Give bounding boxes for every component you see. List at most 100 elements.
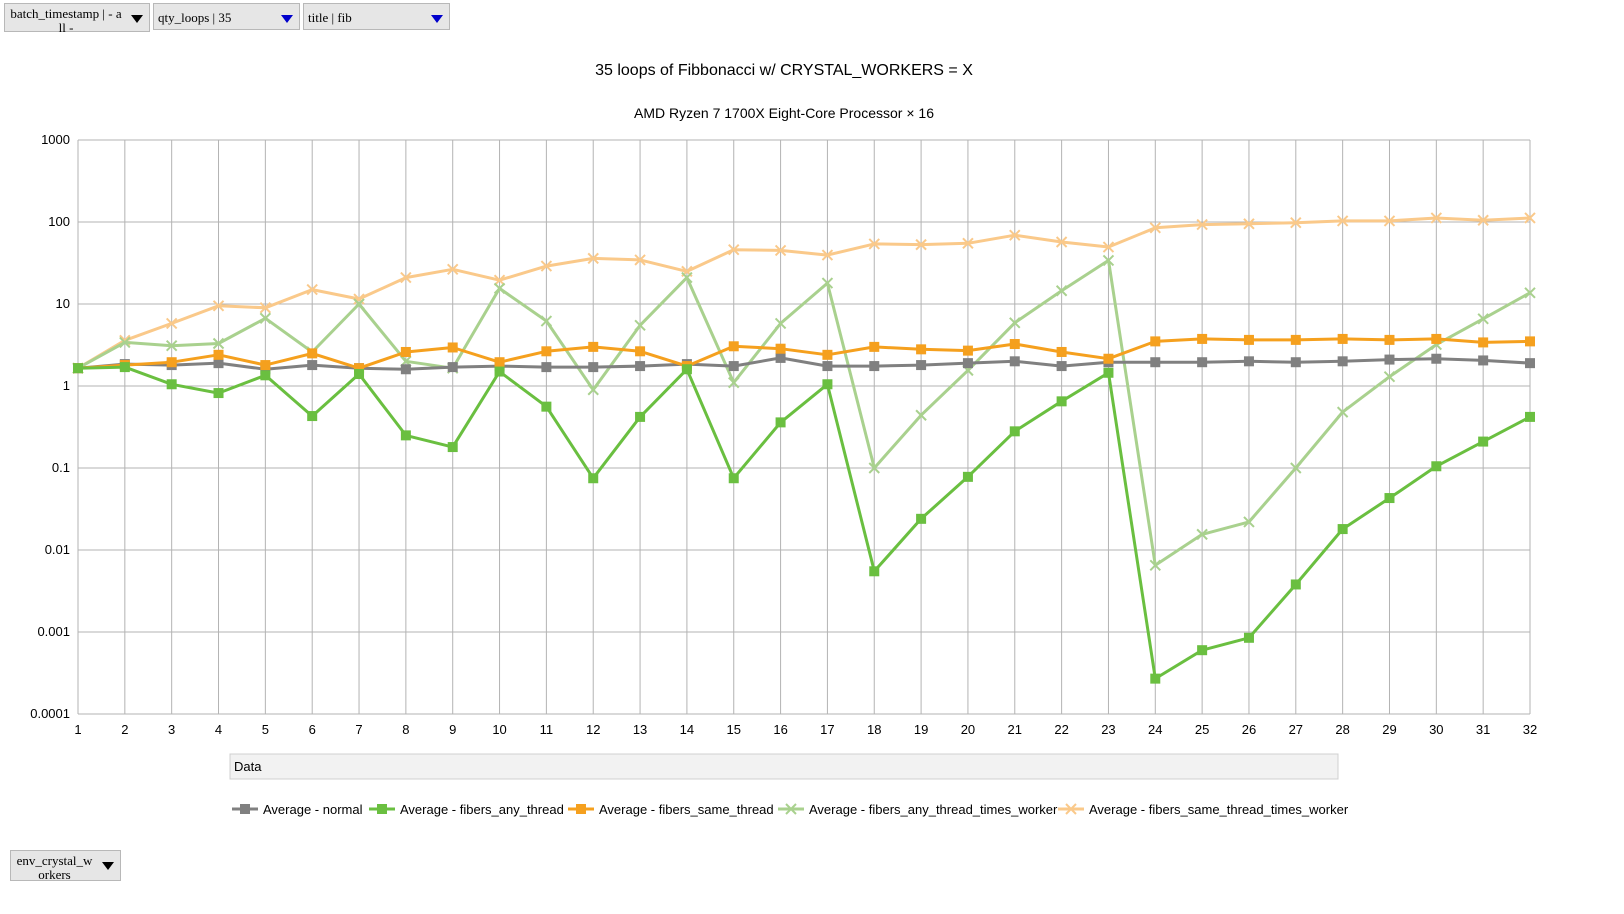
data-point — [119, 362, 130, 373]
data-point — [1009, 317, 1021, 329]
data-point — [1150, 673, 1161, 684]
data-point — [915, 409, 927, 421]
x-tick-label: 13 — [633, 722, 647, 737]
x-tick-label: 5 — [262, 722, 269, 737]
data-point — [821, 249, 834, 261]
data-point — [1524, 212, 1536, 224]
data-point — [1290, 217, 1302, 229]
data-point — [213, 388, 224, 399]
data-point — [1290, 462, 1302, 474]
qty-loops-filter-dropdown[interactable]: qty_loops | 35 — [153, 3, 300, 30]
data-point — [540, 260, 553, 272]
x-tick-label: 8 — [402, 722, 409, 737]
x-tick-label: 27 — [1289, 722, 1303, 737]
data-point — [962, 358, 973, 369]
data-point — [1197, 333, 1208, 344]
data-point — [1243, 356, 1254, 367]
data-point — [494, 366, 505, 377]
data-point — [1243, 334, 1254, 345]
data-point — [259, 302, 272, 314]
title-filter-dropdown[interactable]: title | fib — [303, 3, 450, 30]
x-axis: 1 2 3 4 5 6 7 8 9 10 11 12 13 14 15 16 17 18 19 20 21 22 23 24 2… — [74, 713, 1537, 737]
data-point — [1525, 336, 1535, 347]
data-point — [962, 345, 973, 356]
data-point — [1243, 218, 1255, 230]
data-point — [1337, 524, 1348, 535]
data-point — [353, 293, 365, 305]
series-3 — [72, 254, 1536, 572]
batch-timestamp-filter-dropdown[interactable]: batch_timestamp | - all - — [4, 3, 150, 35]
data-point — [635, 361, 646, 372]
data-point — [1196, 528, 1208, 541]
legend-item: Average - fibers_any_thread_times_worker — [778, 802, 1058, 817]
data-point — [1431, 353, 1442, 364]
data-point — [541, 346, 552, 357]
legend-label: Average - fibers_same_thread — [599, 802, 774, 817]
data-point — [915, 238, 927, 251]
data-point — [166, 357, 177, 368]
data-point — [1478, 436, 1489, 447]
data-point — [962, 471, 973, 482]
x-tick-label: 24 — [1148, 722, 1162, 737]
data-point — [1197, 645, 1208, 656]
data-point — [400, 364, 411, 375]
data-point — [587, 384, 599, 396]
x-tick-label: 4 — [215, 722, 222, 737]
data-point — [634, 254, 646, 266]
legend-marker — [576, 804, 586, 814]
data-point — [1055, 285, 1068, 297]
data-point — [962, 237, 974, 249]
x-tick-label: 3 — [168, 722, 175, 737]
legend-item: Average - fibers_same_thread — [568, 802, 774, 817]
series-line — [77, 337, 1531, 370]
data-point — [1149, 222, 1161, 234]
data-point — [775, 417, 786, 428]
data-point — [1197, 357, 1208, 368]
data-point — [1243, 632, 1254, 643]
y-tick-label: 100 — [48, 214, 70, 229]
data-point — [307, 360, 318, 371]
x-tick-label: 11 — [540, 722, 554, 737]
chart-legend: Average - normal Average - fibers_any_thr… — [232, 802, 1349, 817]
data-point — [260, 360, 271, 371]
y-tick-label: 0.01 — [45, 542, 70, 557]
data-point — [587, 252, 599, 265]
data-field-button[interactable] — [229, 753, 1339, 780]
chevron-down-icon — [102, 862, 114, 870]
x-tick-label: 31 — [1476, 722, 1490, 737]
data-point — [165, 317, 178, 330]
chart-series — [72, 212, 1536, 684]
data-point — [588, 473, 599, 484]
data-point — [1290, 357, 1301, 368]
data-point — [1055, 236, 1068, 248]
data-point — [821, 277, 834, 289]
y-axis: 0.0001 0.001 0.01 0.1 1 10 100 1000 — [30, 132, 79, 721]
x-tick-label: 6 — [309, 722, 316, 737]
data-point — [400, 271, 412, 284]
data-point — [1103, 367, 1114, 378]
data-point — [400, 346, 411, 357]
env-crystal-workers-field-button[interactable]: env_crystal_workers — [10, 850, 121, 882]
data-point — [728, 243, 740, 256]
data-point — [1477, 313, 1489, 325]
data-point — [728, 361, 739, 372]
data-point — [213, 358, 224, 369]
data-point — [822, 349, 833, 360]
data-point — [588, 341, 599, 352]
data-point — [1196, 218, 1208, 231]
data-point — [213, 349, 224, 360]
legend-marker — [240, 804, 250, 814]
data-point — [774, 317, 787, 330]
data-point — [400, 430, 411, 441]
data-point — [1337, 356, 1348, 367]
x-tick-label: 20 — [961, 722, 975, 737]
x-tick-label: 1 — [74, 722, 81, 737]
data-point — [635, 411, 646, 422]
data-point — [1478, 355, 1489, 366]
data-point — [868, 462, 880, 474]
qty-loops-filter-label: qty_loops | 35 — [158, 10, 232, 25]
data-point — [1384, 334, 1395, 345]
x-tick-label: 14 — [680, 722, 694, 737]
data-point — [1056, 361, 1067, 372]
data-point — [447, 342, 458, 353]
